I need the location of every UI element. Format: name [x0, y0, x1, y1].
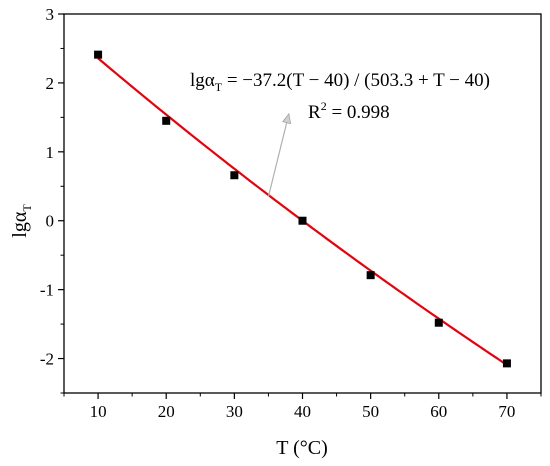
y-tick-label: 2: [46, 74, 55, 93]
x-tick-label: 60: [430, 402, 447, 421]
data-points-layer: [94, 50, 511, 368]
x-tick-label: 20: [158, 402, 175, 421]
annotation-layer: lgαT = −37.2(T − 40) / (503.3 + T − 40) R…: [190, 70, 490, 197]
data-point: [502, 359, 511, 368]
fit-line: [97, 57, 508, 366]
x-tick-label: 40: [294, 402, 311, 421]
r-squared-sup: 2: [321, 99, 327, 113]
data-point: [162, 116, 171, 125]
data-point: [434, 318, 443, 327]
r-squared-label: R2 = 0.998: [308, 99, 390, 123]
y-tick-label: 0: [46, 212, 55, 231]
y-axis-title: lgαT: [9, 204, 34, 238]
fit-equation-lhs-sub: T: [215, 80, 223, 94]
x-axis-title: T (°C): [276, 437, 328, 459]
fit-equation-rhs: = −37.2(T − 40) / (503.3 + T − 40): [222, 70, 490, 91]
x-tick-label: 50: [362, 402, 379, 421]
y-axis: -2 -1 0 1 2 3: [40, 5, 64, 394]
x-tick-label: 70: [498, 402, 515, 421]
y-tick-label: 3: [46, 5, 55, 24]
fit-equation-label: lgαT = −37.2(T − 40) / (503.3 + T − 40): [190, 70, 490, 94]
y-tick-label: 1: [46, 143, 55, 162]
y-axis-title-base: lgα: [9, 211, 31, 238]
r-squared-lhs: R: [308, 102, 321, 123]
data-point: [94, 50, 103, 59]
data-point: [298, 216, 307, 225]
x-tick-label: 30: [226, 402, 243, 421]
annotation-arrowhead: [282, 112, 292, 125]
y-tick-label: -1: [40, 281, 54, 300]
fit-line-layer: [97, 57, 508, 366]
y-tick-label: -2: [40, 350, 54, 369]
annotation-arrow: [267, 113, 290, 197]
x-axis: 10 20 30 40 50 60 70: [63, 393, 542, 421]
data-point: [366, 271, 375, 280]
y-axis-title-sub: T: [20, 204, 34, 212]
x-tick-label: 10: [90, 402, 107, 421]
data-point: [230, 171, 239, 180]
r-squared-rhs: = 0.998: [327, 102, 390, 123]
fit-equation-lhs: lgα: [190, 70, 215, 91]
